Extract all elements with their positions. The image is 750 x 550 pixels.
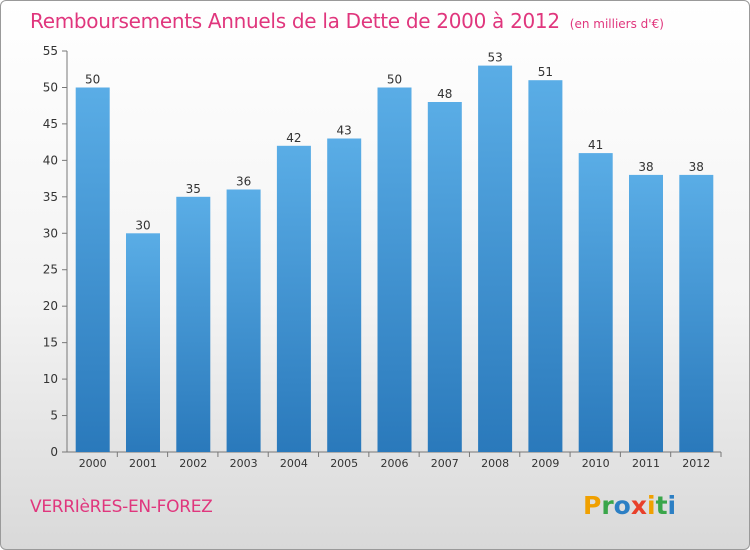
y-tick-label: 30	[43, 226, 58, 240]
bar-2000	[75, 87, 110, 452]
x-tick-label: 2003	[230, 457, 258, 470]
bar-2003	[226, 189, 261, 452]
bar-2002	[176, 196, 211, 452]
data-label: 38	[638, 160, 653, 174]
bar-2011	[629, 174, 663, 452]
data-label: 35	[186, 182, 201, 196]
bar-2004	[276, 145, 311, 453]
x-tick-label: 2010	[582, 457, 610, 470]
bar-2008	[478, 65, 513, 452]
y-tick-label: 15	[43, 336, 58, 350]
bar-2005	[327, 138, 362, 452]
x-tick-label: 2001	[129, 457, 157, 470]
data-label: 50	[85, 73, 100, 87]
data-label: 43	[337, 124, 352, 138]
bar-2001	[126, 233, 160, 452]
bar-2007	[427, 102, 462, 452]
chart-axes: 0 5 10 15 20 25 30 35 40 45 50 55 2000 2001 2002 2003 20…	[43, 44, 722, 470]
y-tick-label: 35	[43, 190, 58, 204]
x-tick-label: 2012	[682, 457, 710, 470]
bar-2006	[377, 87, 412, 452]
x-tick-label: 2007	[431, 457, 459, 470]
x-tick-label: 2000	[79, 457, 107, 470]
proxiti-logo: Proxiti	[583, 491, 677, 520]
data-label: 48	[437, 87, 452, 101]
y-tick-label: 40	[43, 153, 58, 167]
data-label: 38	[689, 160, 704, 174]
x-tick-label: 2008	[481, 457, 509, 470]
y-tick-label: 55	[43, 44, 58, 58]
chart-unit: (en milliers d'€)	[569, 17, 664, 31]
y-tick-label: 20	[43, 299, 58, 313]
data-label: 30	[135, 218, 150, 232]
y-tick-label: 25	[43, 263, 58, 277]
bar-2012	[679, 174, 714, 452]
x-tick-label: 2009	[531, 457, 559, 470]
x-tick-label: 2004	[280, 457, 308, 470]
data-label: 53	[487, 51, 502, 65]
x-tick-label: 2002	[179, 457, 207, 470]
data-label: 51	[538, 65, 553, 79]
data-label: 41	[588, 138, 603, 152]
chart-bars	[75, 65, 714, 453]
place-name: VERRIèRES-EN-FOREZ	[30, 497, 213, 517]
y-tick-label: 10	[43, 372, 58, 386]
y-tick-label: 0	[50, 445, 58, 459]
chart-title-text: Remboursements Annuels de la Dette de 20…	[30, 9, 560, 33]
bar-2009	[528, 80, 563, 452]
x-tick-label: 2005	[330, 457, 358, 470]
data-label: 36	[236, 175, 251, 189]
x-tick-label: 2011	[632, 457, 660, 470]
bar-2010	[578, 153, 613, 452]
y-tick-label: 5	[50, 409, 58, 423]
y-tick-label: 45	[43, 117, 58, 131]
x-tick-label: 2006	[381, 457, 409, 470]
chart-data-labels: 50 30 35 36 42 43 50 48 53 51 41 38 38	[85, 51, 704, 233]
chart-title: Remboursements Annuels de la Dette de 20…	[30, 9, 664, 33]
data-label: 50	[387, 73, 402, 87]
data-label: 42	[286, 131, 301, 145]
y-tick-label: 50	[43, 80, 58, 94]
